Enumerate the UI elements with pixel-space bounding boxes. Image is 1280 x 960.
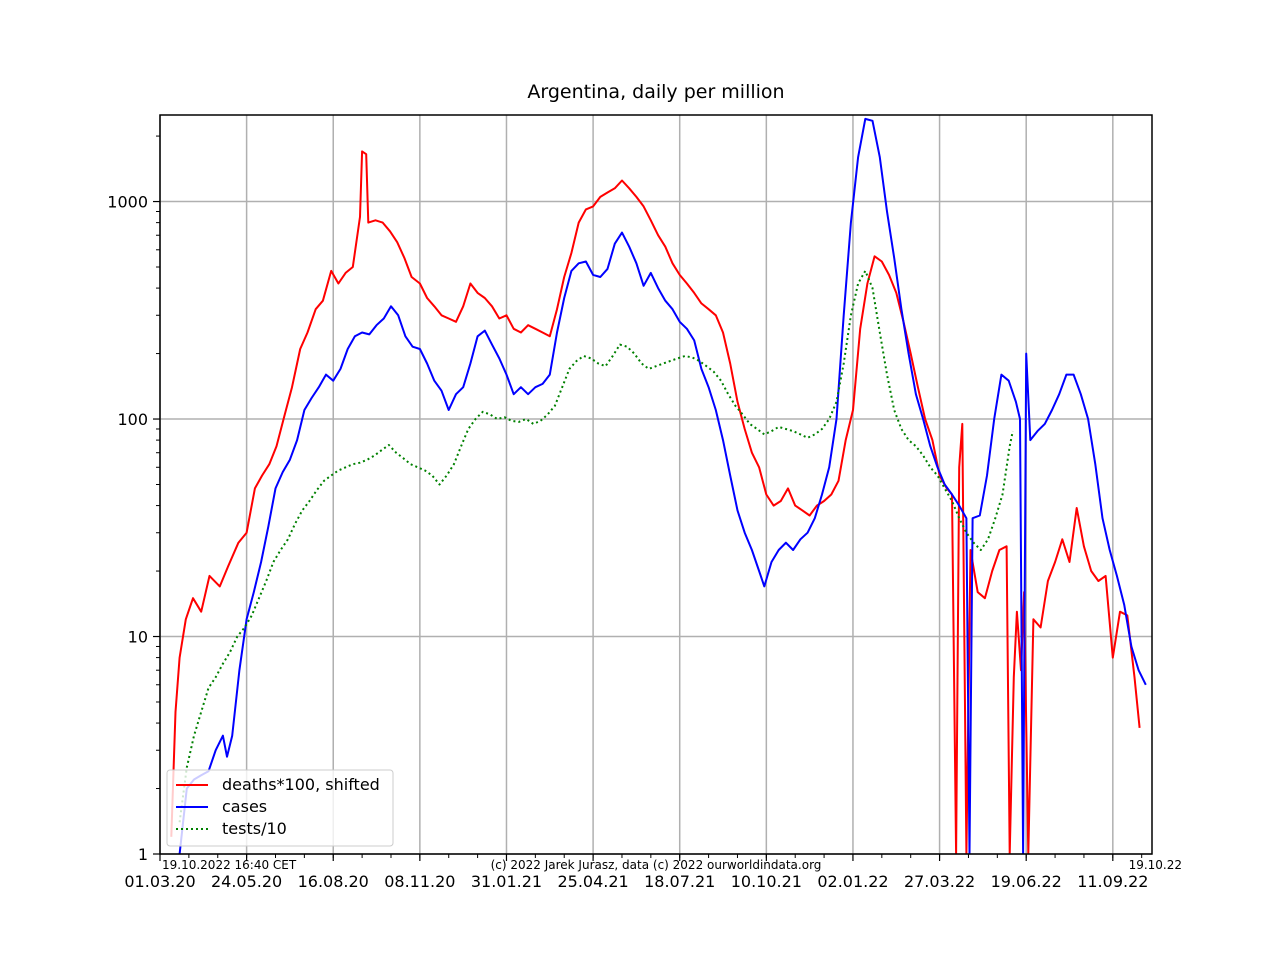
x-tick-label: 24.05.20 — [211, 872, 282, 891]
y-tick-label: 1 — [138, 845, 148, 864]
x-tick-label: 08.11.20 — [384, 872, 455, 891]
x-tick-label: 31.01.21 — [471, 872, 542, 891]
footer-timestamp: 19.10.2022 16:40 CET — [162, 858, 297, 872]
legend-label-tests: tests/10 — [222, 819, 287, 838]
x-tick-label: 02.01.22 — [817, 872, 888, 891]
x-tick-label: 01.03.20 — [124, 872, 195, 891]
legend-box — [166, 769, 394, 847]
x-tick-label: 19.06.22 — [991, 872, 1062, 891]
footer-copyright: (c) 2022 Jarek Jurasz, data (c) 2022 our… — [491, 858, 822, 872]
x-tick-label: 18.07.21 — [644, 872, 715, 891]
y-axis: 1 10 100 1000 — [107, 135, 160, 864]
y-tick-label: 1000 — [107, 193, 148, 212]
y-tick-label: 10 — [128, 628, 148, 647]
chart-title: Argentina, daily per million — [527, 81, 784, 103]
legend: deaths*100, shifted cases tests/10 — [166, 769, 394, 847]
y-tick-label: 100 — [117, 410, 148, 429]
legend-label-deaths: deaths*100, shifted — [222, 775, 380, 794]
x-tick-label: 16.08.20 — [298, 872, 369, 891]
x-tick-label: 25.04.21 — [557, 872, 628, 891]
series-deaths-line — [170, 150, 1141, 854]
series-cases-line — [178, 117, 1147, 854]
x-tick-label: 27.03.22 — [904, 872, 975, 891]
footer-date: 19.10.22 — [1129, 858, 1182, 872]
series-layer — [170, 117, 1147, 854]
plot-frame — [159, 114, 1153, 855]
x-axis: 01.03.20 24.05.20 16.08.20 08.11.20 31.01.21… — [124, 854, 1148, 891]
x-tick-label: 10.10.21 — [731, 872, 802, 891]
legend-label-cases: cases — [222, 797, 267, 816]
x-tick-label: 11.09.22 — [1077, 872, 1148, 891]
series-tests-line — [178, 269, 1014, 823]
